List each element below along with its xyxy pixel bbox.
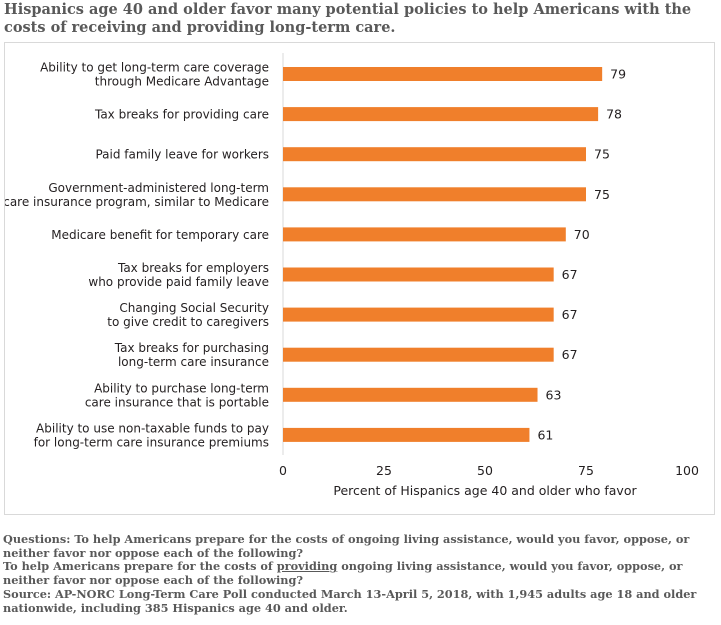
data-label: 67 [562, 307, 578, 322]
bar [283, 227, 566, 242]
data-label: 75 [594, 187, 610, 202]
data-label: 67 [562, 347, 578, 362]
category-label: Paid family leave for workers [95, 148, 269, 162]
x-tick-label: 0 [279, 463, 287, 478]
category-label: long-term care insurance [118, 355, 269, 369]
category-label: to give credit to caregivers [107, 315, 269, 329]
category-label: care insurance program, similar to Medic… [5, 195, 269, 209]
x-tick-label: 100 [675, 463, 699, 478]
category-label: Ability to get long-term care coverage [40, 61, 269, 75]
x-tick-label: 25 [376, 463, 392, 478]
x-axis-title: Percent of Hispanics age 40 and older wh… [333, 483, 637, 498]
chart-title: Hispanics age 40 and older favor many po… [4, 1, 692, 36]
bar [283, 387, 538, 402]
category-label: for long-term care insurance premiums [34, 435, 269, 449]
category-label: Tax breaks for employers [117, 261, 269, 275]
data-label: 70 [574, 227, 590, 242]
category-label: through Medicare Advantage [95, 75, 269, 89]
chart-area: 79 Ability to get long-term care coverage… [4, 42, 715, 515]
bar [283, 147, 586, 162]
category-label: Ability to use non-taxable funds to pay [36, 421, 269, 435]
category-label: Government-administered long-term [48, 181, 269, 195]
chart-notes: Questions: To help Americans prepare for… [3, 532, 719, 615]
bar [283, 427, 530, 442]
bar [283, 267, 554, 282]
data-label: 67 [562, 267, 578, 282]
bar [283, 107, 599, 122]
category-label: care insurance that is portable [85, 395, 269, 409]
category-label: Tax breaks for purchasing [114, 341, 269, 355]
bar [283, 307, 554, 322]
bar-chart: 79 Ability to get long-term care coverage… [5, 53, 699, 498]
bar [283, 187, 586, 202]
category-label: Changing Social Security [119, 301, 269, 315]
question-note-1: Questions: To help Americans prepare for… [3, 532, 690, 560]
bar [283, 67, 603, 81]
category-label: Ability to purchase long-term [94, 381, 269, 395]
x-tick-label: 50 [477, 463, 493, 478]
data-label: 78 [606, 107, 622, 122]
question-note-2-end: ongoing living assistance, would you fav… [3, 559, 683, 588]
question-note-2-emphasis: providing [276, 559, 338, 574]
category-label: Tax breaks for providing care [94, 108, 269, 122]
x-tick-label: 75 [578, 463, 594, 478]
question-note-2: To help Americans prepare for the costs … [3, 560, 719, 587]
category-label: who provide paid family leave [88, 275, 269, 289]
question-note-2-start: To help Americans prepare for the costs … [3, 559, 277, 574]
data-label: 79 [610, 67, 626, 82]
source-note: Source: AP-NORC Long-Term Care Poll cond… [3, 586, 697, 615]
data-label: 61 [537, 427, 553, 442]
bar [283, 347, 554, 362]
data-label: 63 [546, 387, 562, 402]
category-label: Medicare benefit for temporary care [51, 228, 269, 242]
data-label: 75 [594, 147, 610, 162]
